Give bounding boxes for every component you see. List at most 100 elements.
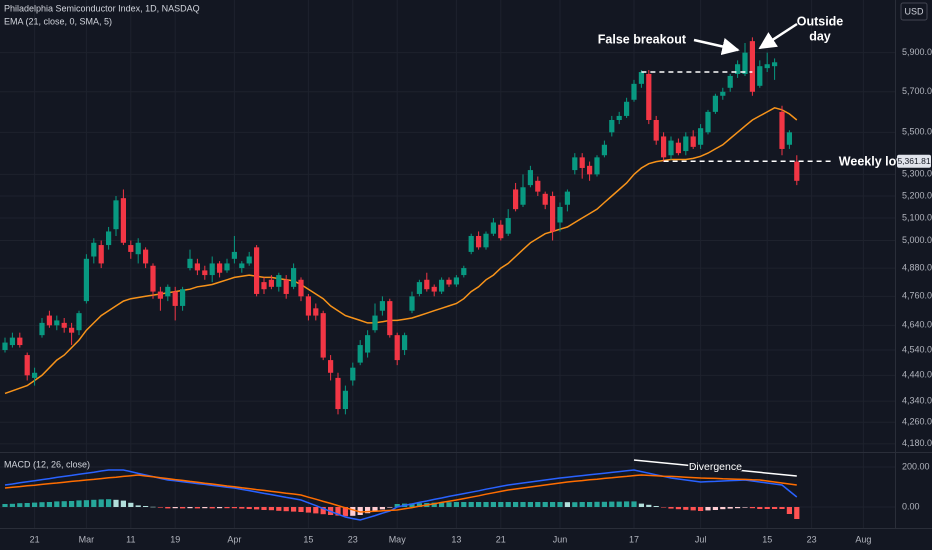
price-tag-label: 5,361.81 (897, 156, 930, 166)
candle-body (209, 263, 215, 276)
candle-body (239, 263, 245, 269)
candle-body (402, 335, 408, 351)
currency-box[interactable] (900, 2, 928, 21)
x-tick-label: Aug (855, 534, 871, 544)
candle-body (342, 390, 348, 410)
histogram-bar (128, 502, 134, 507)
candle-body (91, 242, 97, 257)
y-tick-label: 5,700.00 (902, 86, 932, 96)
histogram-bar (143, 506, 149, 507)
candle-body (616, 115, 622, 121)
candle-body (564, 191, 570, 205)
histogram-bar (187, 507, 193, 509)
histogram-bar (291, 507, 297, 512)
histogram-bar (735, 507, 741, 509)
histogram-bar (209, 507, 215, 509)
histogram-bar (513, 502, 519, 507)
histogram-bar (764, 507, 770, 509)
histogram-bar (387, 507, 393, 508)
candle-body (431, 286, 437, 292)
outside-day-arrow (758, 22, 798, 50)
candle-body (690, 136, 696, 147)
x-tick-label: 23 (807, 534, 817, 544)
histogram-bar (372, 507, 378, 512)
macd-tick-label: 200.00 (902, 461, 930, 471)
histogram-bar (172, 507, 178, 509)
candle-body (357, 345, 363, 363)
histogram-bar (675, 507, 681, 510)
candle-body (283, 279, 289, 294)
candle-body (542, 193, 548, 205)
ema-line (4, 106, 798, 395)
candle-body (476, 235, 482, 248)
candle-body (261, 282, 267, 290)
candle-body (313, 308, 319, 316)
histogram-bar (535, 502, 541, 507)
histogram-bar (335, 507, 341, 516)
y-tick-label: 4,880.00 (902, 262, 932, 272)
candle-body (150, 265, 156, 292)
candle-body (594, 157, 600, 175)
histogram-bar (757, 507, 763, 509)
candle-body (365, 335, 371, 353)
candle-body (320, 313, 326, 358)
candle-body (180, 289, 186, 306)
currency[interactable]: USD (904, 6, 924, 16)
histogram-bar (483, 502, 489, 507)
candle-body (416, 282, 422, 294)
histogram-bar (394, 504, 400, 507)
histogram-bar (17, 503, 23, 507)
histogram-bar (180, 507, 186, 509)
y-tick-label: 5,900.00 (902, 47, 932, 57)
histogram-bar (231, 507, 237, 509)
histogram-bar (461, 502, 467, 507)
candle-body (764, 64, 770, 69)
candle-body (172, 291, 178, 306)
candle-body (194, 263, 200, 271)
macd-legend: MACD (12, 26, close) (4, 459, 90, 469)
histogram-bar (254, 507, 260, 510)
macd-tick-label: 0.00 (902, 501, 920, 511)
histogram-bar (646, 504, 652, 507)
price-tag (897, 154, 931, 168)
histogram-bar (661, 507, 667, 508)
histogram-bar (165, 507, 171, 509)
candle-body (61, 322, 67, 328)
histogram-bar (594, 501, 600, 507)
candle-body (83, 258, 89, 302)
candle-body (32, 372, 38, 378)
candle-body (157, 291, 163, 299)
candle-body (246, 256, 252, 264)
candle-body (298, 279, 304, 297)
histogram-bar (106, 499, 112, 507)
divergence-line (633, 459, 797, 477)
histogram-bar (239, 507, 245, 509)
candle-body (69, 327, 75, 333)
histogram-bar (91, 499, 97, 507)
candle-body (446, 279, 452, 285)
histogram-bar (39, 502, 45, 507)
histogram-bar (320, 507, 326, 515)
candle-body (498, 224, 504, 239)
histogram-bar (653, 506, 659, 507)
candle-body (468, 235, 474, 252)
histogram-bar (246, 507, 252, 509)
histogram-bar (794, 507, 800, 519)
histogram-bar (668, 507, 674, 509)
candle-body (698, 128, 704, 145)
candle-body (453, 277, 459, 285)
candle-body (712, 95, 718, 112)
candle-body (113, 200, 119, 230)
candle-body (165, 286, 171, 297)
candle-body (2, 342, 8, 351)
candle-body (779, 111, 785, 149)
candle-body (439, 279, 445, 292)
candle-body (742, 52, 748, 74)
candle-body (572, 157, 578, 171)
histogram-bar (276, 507, 282, 511)
y-tick-label: 5,200.00 (902, 190, 932, 200)
candle-body (757, 66, 763, 86)
candle-body (513, 189, 519, 210)
candle-body (328, 360, 334, 373)
